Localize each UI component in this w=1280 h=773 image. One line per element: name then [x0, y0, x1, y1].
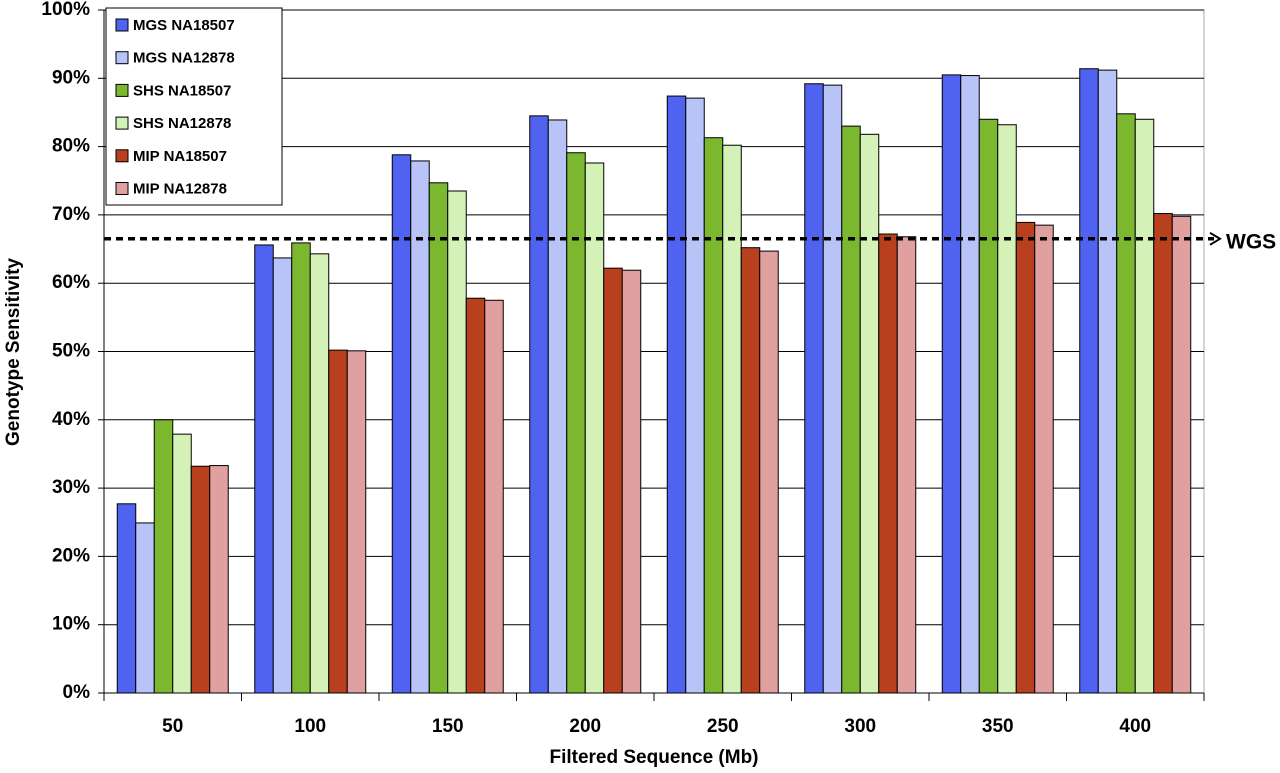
bar [1034, 224, 1054, 694]
bar [804, 83, 824, 694]
bar [1171, 215, 1192, 694]
x-tick-label: 150 [432, 716, 464, 737]
x-tick-label: 350 [982, 716, 1014, 737]
bar [960, 75, 980, 694]
legend-label: MGS NA12878 [133, 50, 235, 67]
bar [291, 242, 311, 694]
bar [328, 349, 348, 694]
y-tick-label: 70% [52, 204, 90, 225]
x-tick-label: 250 [707, 716, 739, 737]
legend-swatch [115, 83, 129, 97]
reference-arrow [1209, 231, 1222, 246]
bar [547, 119, 568, 694]
legend-label: SHS NA12878 [133, 115, 231, 132]
x-tick-label: 50 [162, 716, 183, 737]
legend-label: MIP NA12878 [133, 180, 227, 197]
bar [1097, 69, 1118, 694]
bar [941, 74, 962, 694]
bar [1134, 118, 1155, 694]
bar [465, 297, 486, 694]
bar [978, 118, 999, 694]
legend-label: SHS NA18507 [133, 82, 231, 99]
y-tick-label: 30% [52, 477, 90, 498]
legend [105, 7, 283, 206]
y-tick-label: 60% [52, 272, 90, 293]
x-tick-label: 300 [844, 716, 876, 737]
bar [1079, 68, 1099, 694]
bar [484, 299, 504, 694]
legend-swatch [115, 51, 129, 65]
legend-label: MGS NA18507 [133, 17, 235, 34]
y-axis-label: Genotype Sensitivity [3, 258, 24, 446]
bar [603, 267, 623, 694]
bar [272, 257, 293, 694]
legend-swatch [115, 149, 129, 163]
bar [529, 115, 549, 694]
bar [172, 433, 192, 694]
y-tick-label: 50% [52, 341, 90, 362]
bar [740, 247, 761, 694]
y-tick-label: 100% [41, 0, 90, 20]
y-tick-label: 20% [52, 545, 90, 566]
bar [896, 236, 917, 694]
bar [309, 253, 330, 694]
x-axis-label: Filtered Sequence (Mb) [549, 747, 758, 768]
bar [621, 269, 642, 694]
x-tick-label: 400 [1119, 716, 1151, 737]
bar [346, 350, 367, 694]
bar [584, 162, 605, 694]
bar [254, 244, 274, 694]
bar [759, 250, 779, 694]
bar [190, 465, 211, 694]
bar [859, 133, 880, 694]
y-tick-label: 0% [63, 682, 91, 703]
bar [722, 144, 742, 694]
y-tick-label: 40% [52, 409, 90, 430]
y-tick-label: 80% [52, 136, 90, 157]
x-tick-label: 200 [569, 716, 601, 737]
bar [428, 182, 449, 694]
bar [116, 503, 137, 694]
bar [1116, 113, 1136, 694]
y-tick-label: 10% [52, 614, 90, 635]
bar [135, 522, 155, 694]
bar [685, 97, 705, 694]
bar [447, 190, 467, 694]
bar [410, 160, 430, 694]
bar [566, 152, 586, 694]
bar [878, 233, 898, 694]
bar [391, 154, 412, 694]
bar [209, 465, 229, 694]
legend-label: MIP NA18507 [133, 148, 227, 165]
bar [997, 124, 1017, 694]
bar [703, 137, 724, 694]
bar [822, 84, 843, 694]
y-tick-label: 90% [52, 67, 90, 88]
bar [1015, 221, 1036, 694]
bar [153, 419, 174, 694]
legend-swatch [115, 18, 129, 32]
legend-swatch [115, 116, 129, 130]
legend-swatch [115, 182, 129, 195]
bar [1153, 213, 1173, 694]
bar [666, 95, 687, 694]
bar [841, 125, 861, 694]
reference-label: WGS [1226, 230, 1276, 253]
x-tick-label: 100 [294, 716, 326, 737]
